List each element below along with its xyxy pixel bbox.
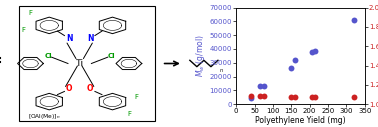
X-axis label: Polyethylene Yield (mg): Polyethylene Yield (mg) [255,116,346,125]
Text: N: N [87,34,93,43]
Text: $_n$: $_n$ [219,68,224,75]
Text: F: F [22,27,25,34]
Point [308,96,314,98]
Point [261,95,267,97]
Text: Cl: Cl [107,53,115,59]
Text: N: N [66,34,72,43]
Point [261,84,267,86]
Point [292,59,298,61]
Text: F: F [28,10,33,16]
Point [257,95,263,97]
Text: Ti: Ti [76,59,84,68]
Text: F: F [134,93,138,100]
Point [292,96,298,98]
Bar [19,6,155,121]
Point [351,19,357,21]
Point [248,95,254,97]
Point [288,67,294,69]
Text: [OAl(Me)]$_n$: [OAl(Me)]$_n$ [28,112,60,121]
Point [288,96,294,98]
Point [248,97,254,99]
Text: O: O [66,84,72,93]
Point [308,51,314,53]
Y-axis label: $M_w$ (g/mol): $M_w$ (g/mol) [194,35,207,77]
Point [312,96,318,98]
Text: F: F [127,111,131,117]
Text: Cl: Cl [44,53,52,59]
Text: O: O [87,84,93,93]
Point [312,50,318,52]
Point [257,85,263,87]
Point [351,96,357,98]
